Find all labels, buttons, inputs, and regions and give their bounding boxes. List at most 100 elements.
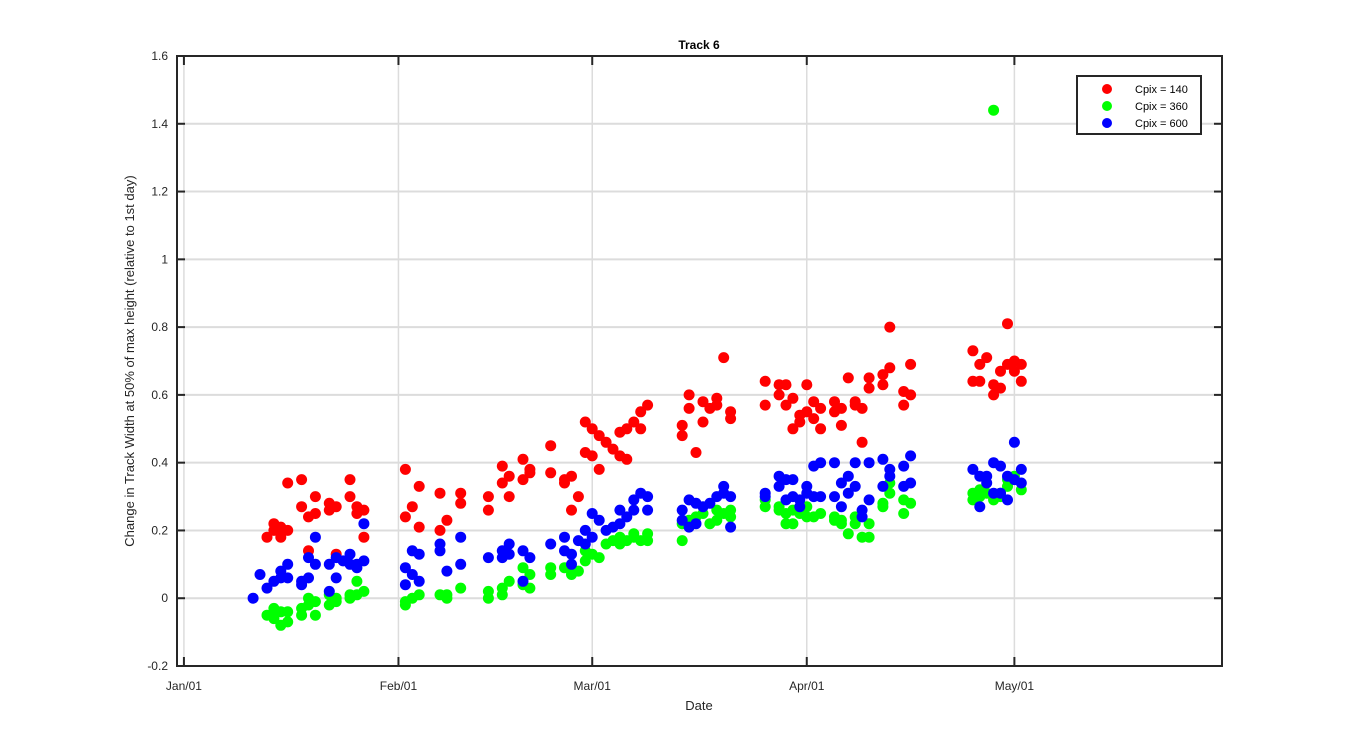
data-point	[815, 457, 827, 469]
data-point	[503, 538, 515, 550]
data-point	[787, 474, 799, 486]
data-point	[566, 470, 577, 482]
data-point	[704, 497, 716, 509]
data-point	[579, 538, 591, 550]
data-point	[725, 491, 737, 503]
data-point	[856, 504, 868, 516]
data-point	[309, 609, 321, 621]
data-point	[1008, 365, 1020, 377]
data-point	[815, 508, 827, 519]
data-point	[863, 494, 875, 506]
data-point	[898, 399, 910, 411]
data-point	[759, 375, 771, 387]
data-point	[676, 514, 688, 526]
data-point	[1015, 358, 1027, 370]
data-point	[303, 552, 314, 564]
data-point	[849, 396, 861, 408]
data-point	[628, 528, 640, 540]
data-point	[801, 379, 813, 391]
data-point	[676, 430, 688, 442]
data-point	[863, 457, 875, 469]
data-point	[351, 575, 363, 587]
data-point	[275, 531, 287, 543]
legend-marker-cpix-140	[1102, 84, 1112, 94]
data-point	[323, 558, 335, 570]
y-tick-label: 0.8	[151, 320, 168, 334]
data-point	[296, 501, 308, 513]
data-point	[808, 396, 820, 408]
data-point	[711, 514, 723, 526]
data-point	[282, 558, 294, 570]
data-point	[296, 474, 308, 486]
data-point	[358, 555, 370, 567]
data-point	[1002, 318, 1013, 330]
data-point	[1015, 463, 1027, 475]
data-point	[496, 477, 508, 489]
data-point	[358, 504, 370, 516]
data-point	[842, 487, 854, 499]
data-point	[877, 497, 889, 509]
data-point	[282, 477, 294, 489]
data-point	[621, 511, 633, 523]
points-layer	[247, 104, 1027, 631]
data-point	[399, 599, 411, 611]
plot-area-border	[176, 55, 1223, 667]
data-point	[406, 569, 418, 580]
data-point	[441, 589, 453, 601]
data-point	[503, 470, 515, 482]
y-tick-label: 1.6	[151, 49, 168, 63]
data-point	[586, 508, 598, 519]
data-point	[995, 365, 1006, 377]
data-point	[524, 569, 536, 580]
y-tick-label: -0.2	[147, 659, 168, 673]
data-point	[586, 450, 598, 462]
data-point	[621, 423, 633, 435]
legend-label-cpix-600: Cpix = 600	[1135, 118, 1188, 130]
data-point	[884, 470, 896, 482]
series-1	[261, 318, 1027, 560]
data-point	[517, 545, 529, 557]
data-point	[829, 396, 840, 408]
data-point	[593, 463, 605, 475]
data-point	[441, 514, 453, 526]
data-point	[635, 406, 647, 418]
x-tick-label: Apr/01	[789, 679, 825, 693]
data-point	[566, 558, 577, 570]
data-point	[566, 504, 577, 516]
data-point	[358, 585, 370, 597]
data-point	[399, 463, 411, 475]
data-point	[835, 477, 847, 489]
data-point	[593, 514, 605, 526]
data-point	[545, 538, 557, 550]
data-point	[808, 413, 820, 425]
legend: Cpix = 140 Cpix = 360 Cpix = 600	[1076, 75, 1202, 135]
data-point	[268, 613, 280, 625]
data-point	[593, 552, 605, 564]
data-point	[455, 531, 467, 543]
data-point	[829, 457, 840, 469]
data-point	[642, 399, 654, 411]
legend-label-cpix-360: Cpix = 360	[1135, 101, 1188, 113]
data-point	[780, 379, 792, 391]
data-point	[642, 504, 654, 516]
data-point	[600, 436, 612, 448]
data-point	[759, 399, 771, 411]
legend-marker-cpix-360	[1102, 101, 1112, 111]
data-point	[482, 592, 494, 604]
data-point	[780, 399, 792, 411]
data-point	[981, 352, 993, 364]
data-point	[1002, 494, 1013, 506]
y-tick-label: 1	[161, 252, 168, 266]
data-point	[545, 440, 557, 452]
data-point	[877, 379, 889, 391]
data-point	[579, 555, 591, 567]
y-tick-label: 0.2	[151, 523, 168, 537]
data-point	[309, 508, 321, 519]
y-tick-label: 0	[161, 591, 168, 605]
data-point	[358, 531, 370, 543]
data-point	[309, 531, 321, 543]
data-point	[835, 514, 847, 526]
data-point	[697, 396, 709, 408]
y-tick-label: 1.4	[151, 117, 168, 131]
y-axis-label: Change in Track Width at 50% of max heig…	[122, 175, 137, 546]
